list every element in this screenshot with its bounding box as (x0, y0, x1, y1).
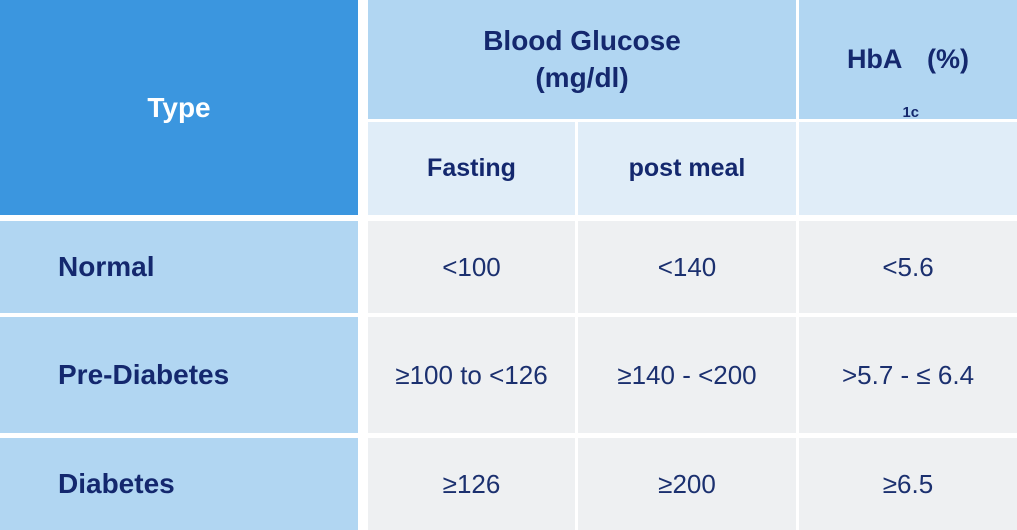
normal-hba1c-value: <5.6 (799, 221, 1017, 313)
fasting-subheader-label: Fasting (427, 154, 516, 182)
post-meal-subheader: post meal (578, 122, 796, 215)
hba1c-header-prefix: HbA (846, 44, 903, 74)
table-row-diabetes-label: Diabetes (0, 438, 358, 530)
blood-glucose-column-header: Blood Glucose (mg/dl) (368, 0, 796, 119)
cell-value: ≥126 (442, 468, 501, 499)
row-label-text: Pre-Diabetes (58, 359, 230, 390)
normal-fasting-value: <100 (368, 221, 575, 313)
post-meal-subheader-label: post meal (628, 154, 746, 182)
diabetes-fasting-value: ≥126 (368, 438, 575, 530)
hba1c-header-subscript: 1c (902, 105, 919, 121)
fasting-subheader: Fasting (368, 122, 575, 215)
type-header-label: Type (147, 91, 211, 123)
pre-diabetes-fasting-value: ≥100 to <126 (368, 317, 575, 433)
row-label-text: Normal (58, 251, 155, 282)
cell-value: ≥100 to <126 (395, 359, 548, 390)
table-row-pre-diabetes-label: Pre-Diabetes (0, 317, 358, 433)
type-column-header: Type (0, 0, 358, 215)
blood-glucose-header-line1: Blood Glucose (483, 25, 681, 57)
cell-value: <140 (657, 251, 717, 282)
diabetes-post-meal-value: ≥200 (578, 438, 796, 530)
cell-value: ≥6.5 (882, 468, 934, 499)
hba1c-column-header: HbA 1c (%) (799, 0, 1017, 121)
blood-glucose-header-line2: (mg/dl) (535, 61, 629, 93)
diabetes-hba1c-value: ≥6.5 (799, 438, 1017, 530)
hba1c-header-suffix: (%) (927, 44, 970, 74)
cell-value: <100 (442, 251, 501, 282)
pre-diabetes-post-meal-value: ≥140 - <200 (578, 317, 796, 433)
pre-diabetes-hba1c-value: >5.7 - ≤ 6.4 (799, 317, 1017, 433)
normal-post-meal-value: <140 (578, 221, 796, 313)
row-label-text: Diabetes (58, 468, 175, 499)
cell-value: >5.7 - ≤ 6.4 (841, 359, 975, 390)
cell-value: <5.6 (882, 251, 934, 282)
cell-value: ≥200 (658, 468, 716, 499)
table-row-normal-label: Normal (0, 221, 358, 313)
cell-value: ≥140 - <200 (617, 359, 757, 390)
hba1c-subheader-empty (799, 122, 1017, 215)
